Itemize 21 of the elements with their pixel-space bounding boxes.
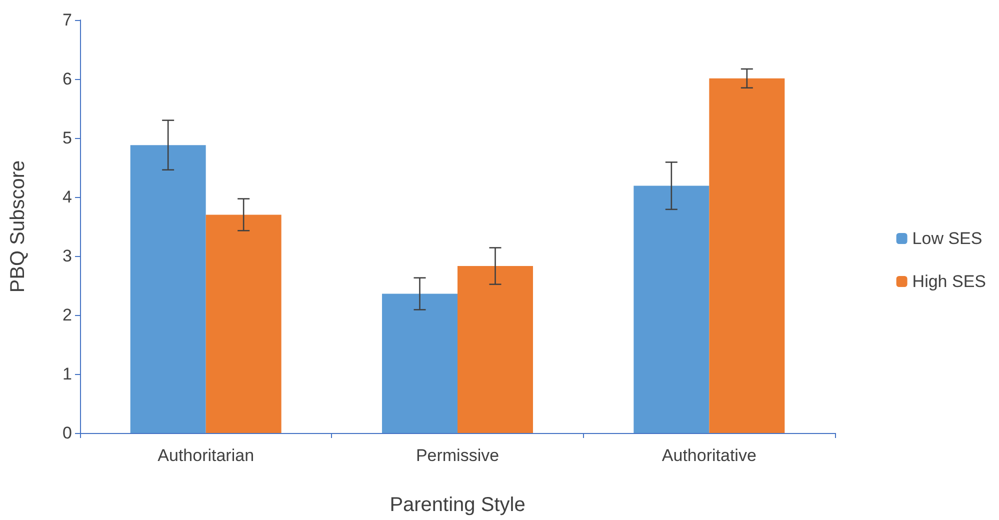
y-tick-label: 0 xyxy=(62,424,72,442)
y-tick-label: 3 xyxy=(62,246,72,266)
y-axis-title: PBQ Subscore xyxy=(7,160,29,293)
x-tick-label: Authoritative xyxy=(662,446,756,465)
x-tick-label: Permissive xyxy=(416,446,500,465)
bar xyxy=(130,145,206,433)
bar xyxy=(634,186,710,433)
bar xyxy=(206,214,282,433)
bar xyxy=(709,78,785,433)
y-tick-label: 1 xyxy=(62,364,72,384)
legend-label: Low SES xyxy=(912,229,982,248)
legend-label: High SES xyxy=(912,272,986,291)
y-tick-label: 2 xyxy=(62,306,72,324)
y-tick-label: 7 xyxy=(62,10,72,30)
x-axis-title: Parenting Style xyxy=(390,494,526,516)
bar xyxy=(458,266,533,433)
y-tick-label: 5 xyxy=(62,128,72,148)
x-tick-label: Authoritarian xyxy=(158,446,254,465)
y-tick-label: 6 xyxy=(62,70,72,88)
bar xyxy=(382,294,458,433)
y-tick-label: 4 xyxy=(62,188,72,206)
